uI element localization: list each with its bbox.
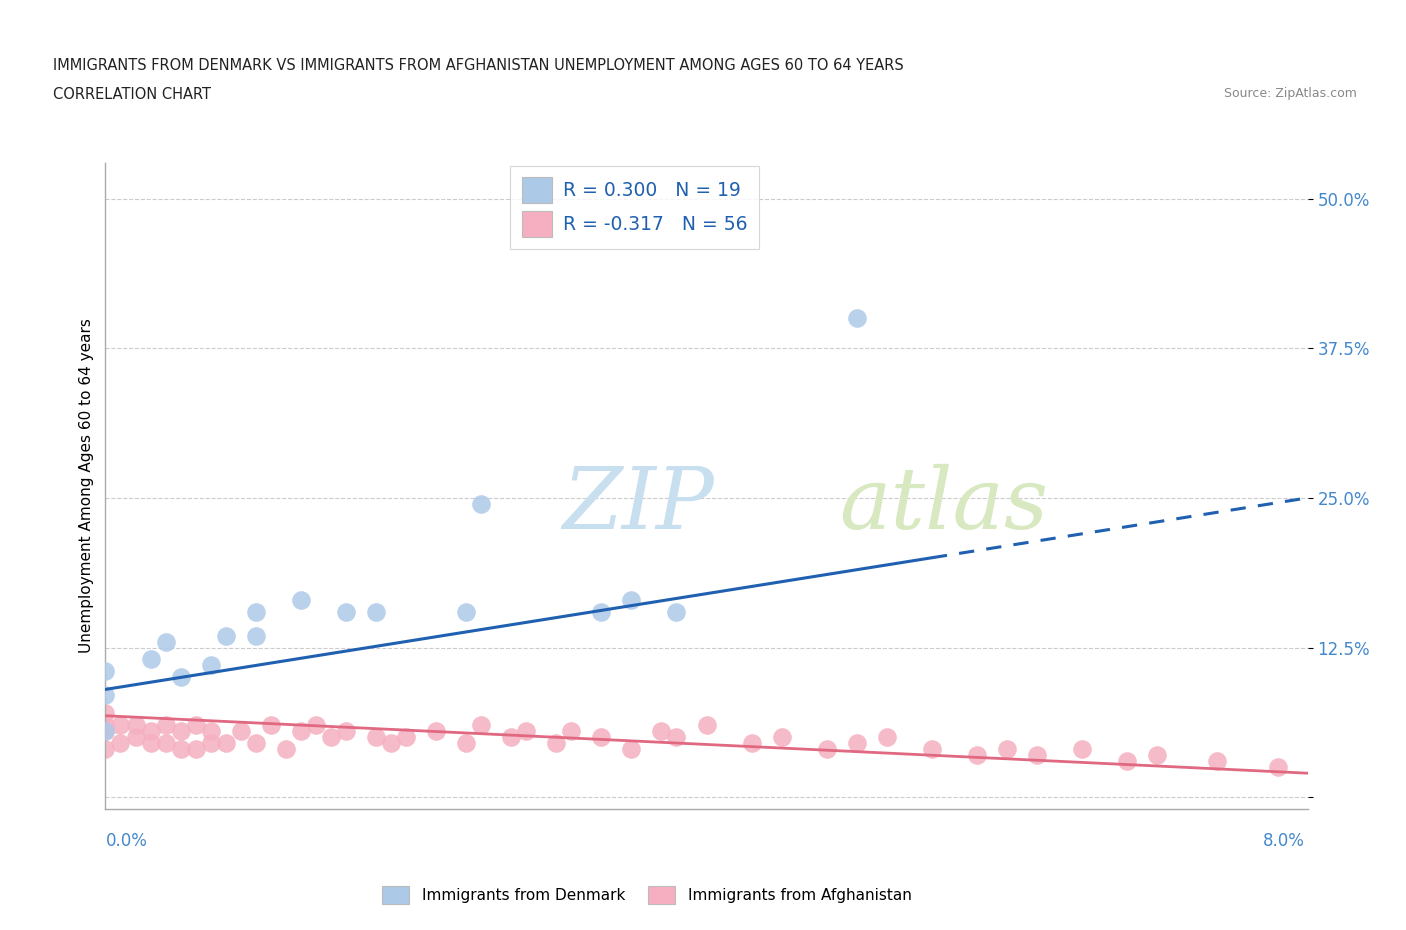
Point (665, 730, 688, 745)
Point (245, 604, 267, 619)
Point (139, 736, 162, 751)
Point (155, 736, 177, 751)
Point (845, 311, 868, 325)
Point (169, 724, 191, 738)
Point (290, 592, 312, 607)
Point (470, 497, 492, 512)
Text: IMMIGRANTS FROM DENMARK VS IMMIGRANTS FROM AFGHANISTAN UNEMPLOYMENT AMONG AGES 6: IMMIGRANTS FROM DENMARK VS IMMIGRANTS FR… (53, 58, 904, 73)
Point (364, 730, 387, 745)
Point (335, 604, 357, 619)
Point (274, 742, 297, 757)
Point (815, 742, 838, 757)
Point (921, 742, 943, 757)
Text: CORRELATION CHART: CORRELATION CHART (53, 87, 211, 102)
Point (560, 724, 582, 738)
Point (995, 742, 1018, 757)
Text: 0.0%: 0.0% (105, 831, 148, 850)
Point (200, 724, 222, 738)
Point (770, 730, 793, 745)
Point (229, 724, 252, 738)
Point (110, 718, 132, 733)
Point (425, 724, 447, 738)
Point (169, 742, 191, 757)
Point (319, 730, 342, 745)
Point (110, 736, 132, 751)
Point (395, 730, 418, 745)
Point (876, 730, 898, 745)
Point (620, 742, 643, 757)
Legend: Immigrants from Denmark, Immigrants from Afghanistan: Immigrants from Denmark, Immigrants from… (375, 880, 918, 910)
Point (1116, 754, 1139, 769)
Point (139, 652, 162, 667)
Point (155, 634, 177, 649)
Point (591, 604, 613, 619)
Point (124, 730, 146, 745)
Point (94, 718, 117, 733)
Point (169, 670, 191, 684)
Point (380, 736, 402, 751)
Point (94, 724, 117, 738)
Point (94, 664, 117, 679)
Point (94, 742, 117, 757)
Point (245, 628, 267, 643)
Text: 8.0%: 8.0% (1263, 831, 1305, 850)
Point (184, 718, 207, 733)
Point (454, 736, 477, 751)
Point (591, 730, 613, 745)
Point (94, 724, 117, 738)
Point (470, 718, 492, 733)
Point (364, 604, 387, 619)
Text: ZIP: ZIP (562, 464, 714, 547)
Point (1267, 760, 1289, 775)
Point (454, 604, 477, 619)
Text: atlas: atlas (839, 464, 1047, 547)
Point (124, 718, 146, 733)
Point (665, 604, 688, 619)
Point (696, 718, 718, 733)
Point (200, 658, 222, 673)
Point (245, 736, 267, 751)
Point (845, 736, 868, 751)
Point (650, 724, 672, 738)
Point (335, 724, 357, 738)
Point (184, 742, 207, 757)
Point (94, 706, 117, 721)
Point (966, 748, 988, 763)
Point (546, 736, 568, 751)
Point (741, 736, 763, 751)
Point (1206, 754, 1229, 769)
Point (515, 724, 537, 738)
Point (501, 730, 523, 745)
Point (260, 718, 283, 733)
Point (200, 736, 222, 751)
Point (94, 688, 117, 703)
Point (155, 718, 177, 733)
Point (1026, 748, 1049, 763)
Point (214, 736, 236, 751)
Point (214, 628, 236, 643)
Point (1146, 748, 1168, 763)
Text: Source: ZipAtlas.com: Source: ZipAtlas.com (1223, 87, 1357, 100)
Y-axis label: Unemployment Among Ages 60 to 64 years: Unemployment Among Ages 60 to 64 years (79, 318, 94, 654)
Point (620, 592, 643, 607)
Point (290, 724, 312, 738)
Point (305, 718, 328, 733)
Point (1071, 742, 1094, 757)
Point (139, 724, 162, 738)
Legend: R = 0.300   N = 19, R = -0.317   N = 56: R = 0.300 N = 19, R = -0.317 N = 56 (510, 166, 758, 248)
